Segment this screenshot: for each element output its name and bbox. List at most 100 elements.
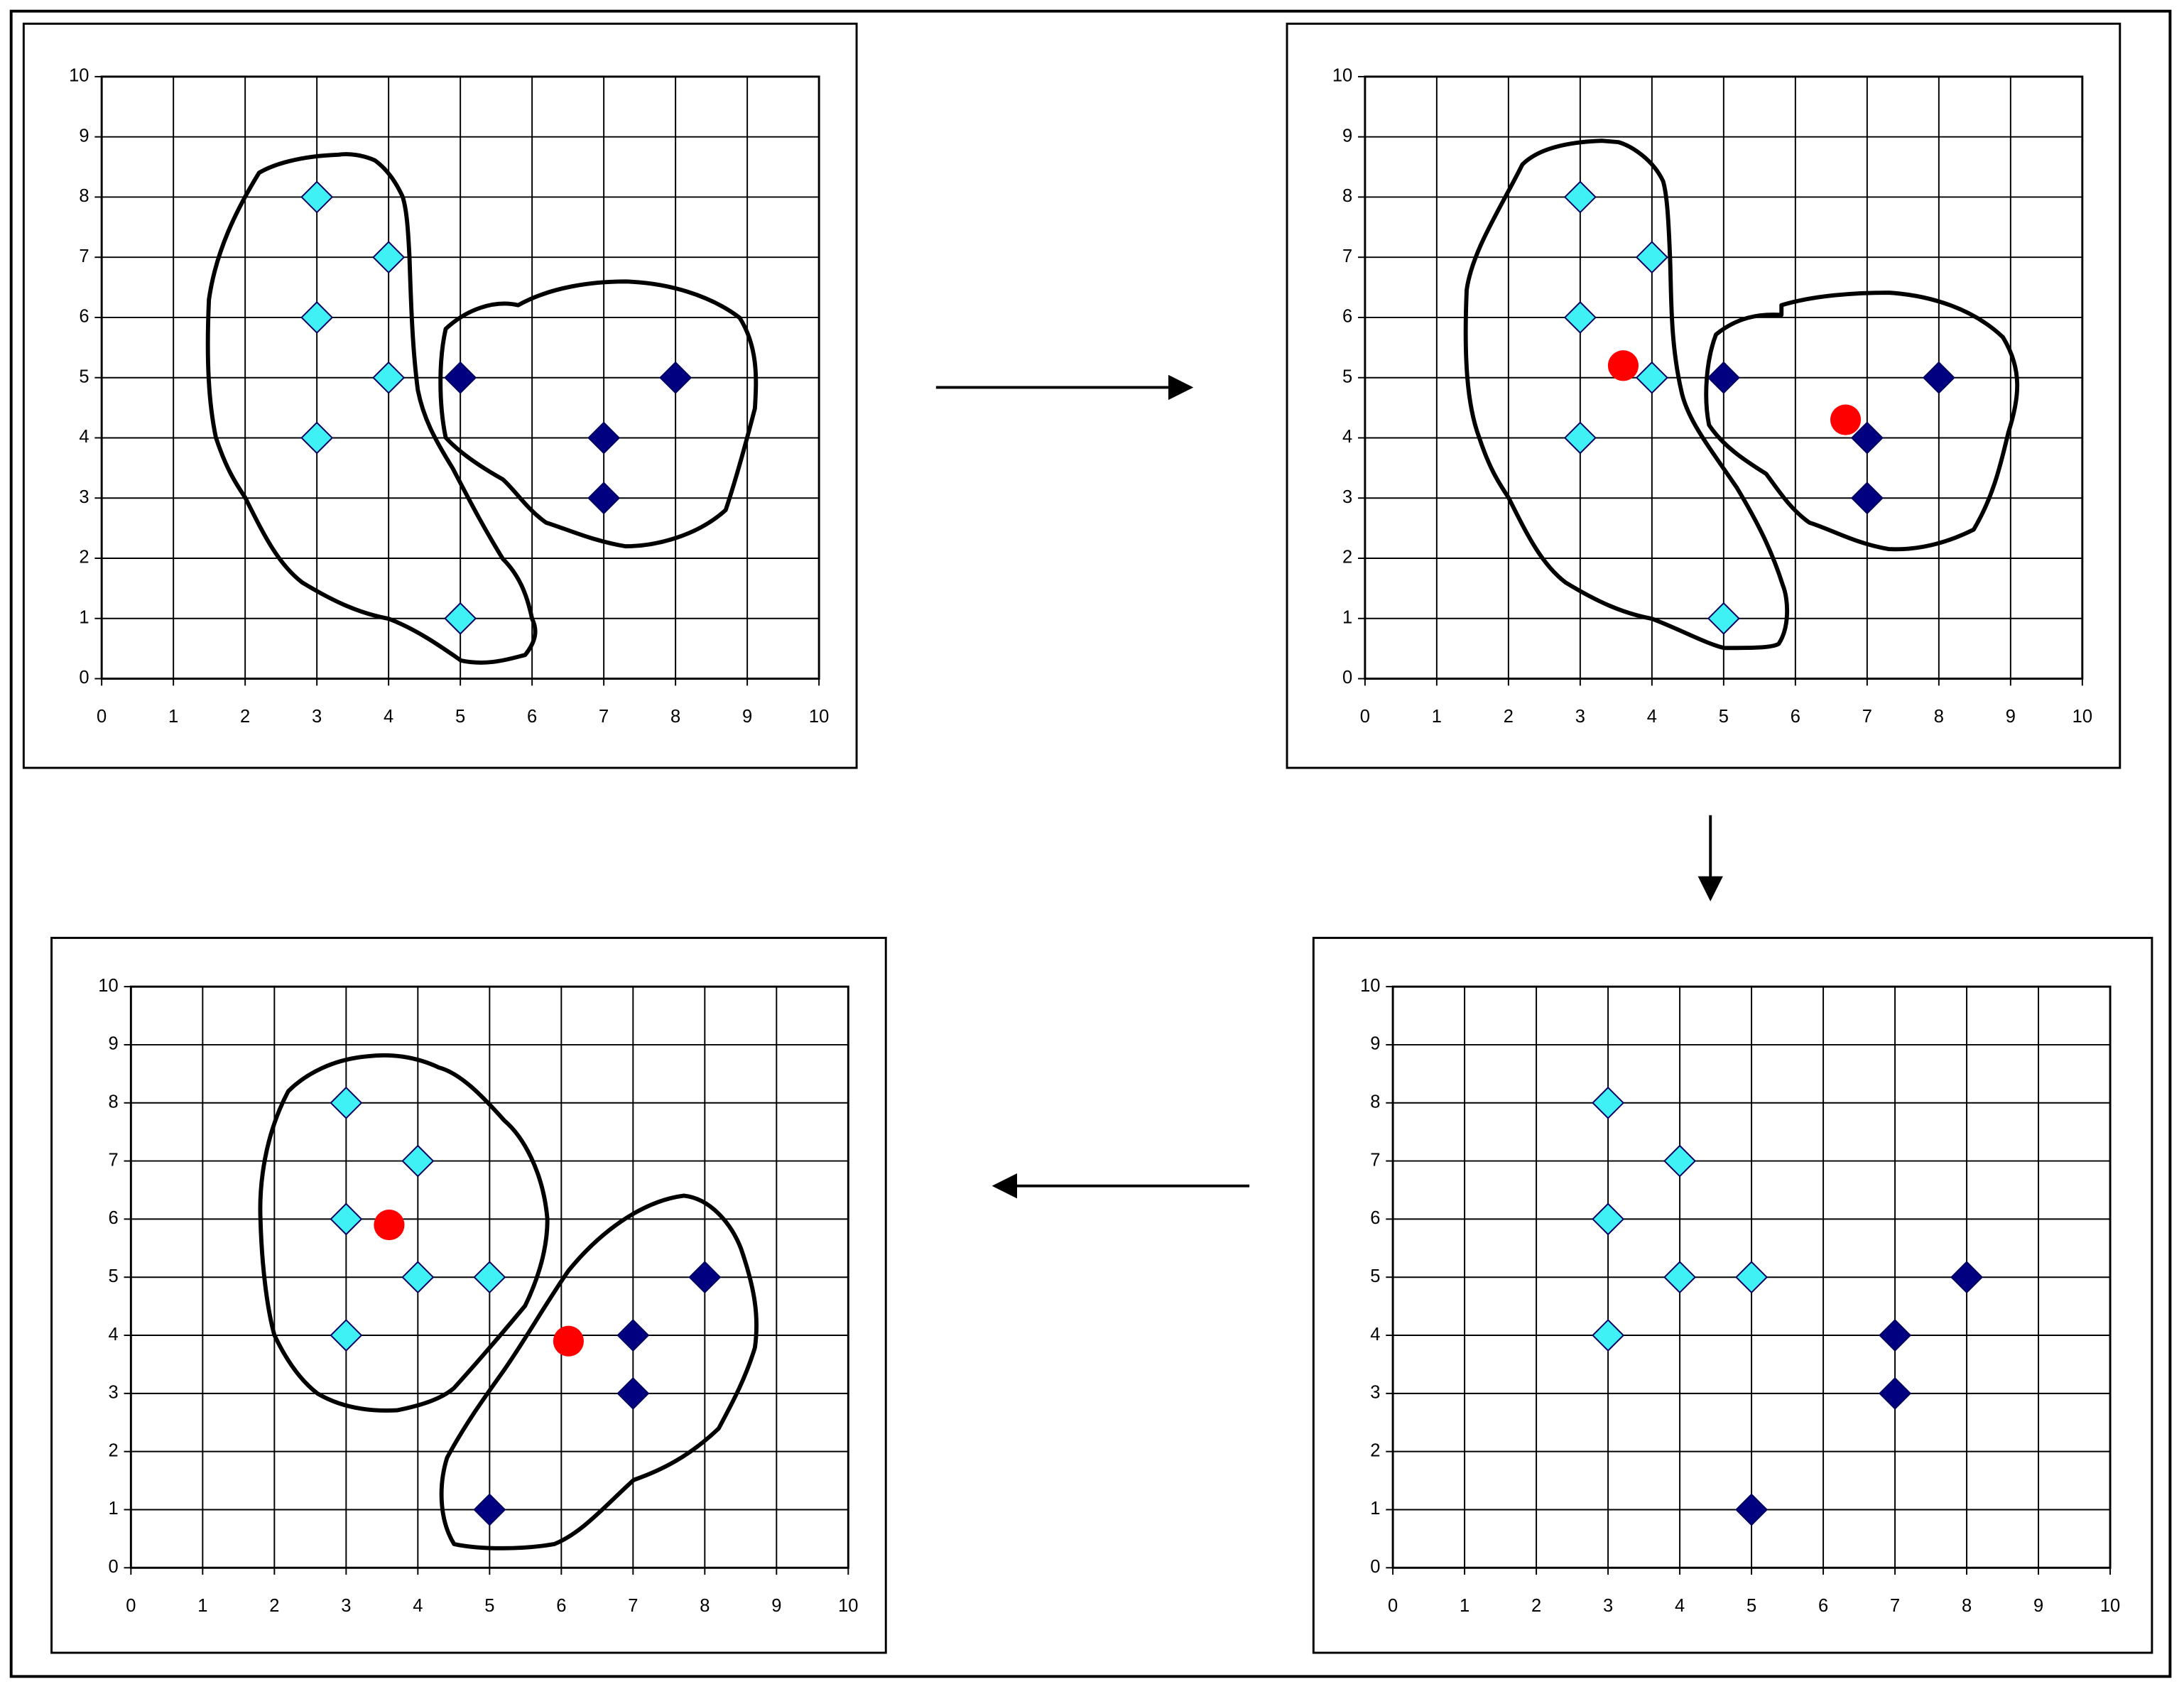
x-tick-label: 6 xyxy=(1791,707,1800,727)
data-point xyxy=(1707,602,1740,635)
data-point xyxy=(616,1319,650,1352)
y-tick-label: 3 xyxy=(1342,487,1352,507)
x-tick-label: 1 xyxy=(1432,707,1442,727)
data-point xyxy=(587,482,621,515)
centroid xyxy=(374,1209,405,1241)
data-point xyxy=(330,1086,363,1119)
x-tick-label: 4 xyxy=(413,1596,423,1616)
y-tick-label: 9 xyxy=(79,126,89,146)
x-tick-label: 2 xyxy=(240,707,250,727)
cluster-outline xyxy=(439,1193,759,1550)
data-point xyxy=(473,1261,506,1294)
x-tick-label: 8 xyxy=(670,707,680,727)
data-point xyxy=(616,1376,650,1410)
data-point xyxy=(401,1144,435,1178)
data-point xyxy=(1850,482,1884,515)
data-point xyxy=(1707,361,1740,394)
cluster-outline xyxy=(1463,139,1790,651)
y-tick-label: 2 xyxy=(1370,1440,1380,1460)
y-tick-label: 2 xyxy=(1342,548,1352,567)
x-tick-label: 0 xyxy=(97,707,107,727)
panel-border xyxy=(50,936,887,1654)
x-tick-label: 4 xyxy=(1647,707,1657,727)
x-tick-label: 5 xyxy=(484,1596,494,1616)
data-point xyxy=(659,361,692,394)
x-tick-label: 9 xyxy=(2033,1596,2043,1616)
data-point xyxy=(372,361,406,394)
x-tick-label: 1 xyxy=(1460,1596,1469,1616)
centroid xyxy=(1607,350,1639,381)
plot-area xyxy=(129,985,849,1569)
data-point xyxy=(1663,1144,1697,1178)
y-tick-label: 1 xyxy=(109,1499,119,1519)
x-tick-label: 8 xyxy=(700,1596,710,1616)
cluster-outline xyxy=(205,152,538,665)
data-point xyxy=(300,300,334,334)
y-tick-label: 6 xyxy=(109,1208,119,1228)
data-point xyxy=(1950,1261,1984,1294)
y-tick-label: 4 xyxy=(109,1325,119,1345)
x-tick-label: 5 xyxy=(1746,1596,1756,1616)
y-tick-label: 4 xyxy=(1342,427,1352,447)
panel-border xyxy=(1286,22,2121,769)
data-point xyxy=(372,241,406,274)
x-tick-label: 6 xyxy=(1818,1596,1828,1616)
x-tick-label: 9 xyxy=(771,1596,781,1616)
x-tick-label: 3 xyxy=(1603,1596,1613,1616)
y-tick-label: 10 xyxy=(1332,66,1352,86)
x-tick-label: 2 xyxy=(269,1596,279,1616)
data-point xyxy=(330,1202,363,1236)
y-tick-label: 7 xyxy=(79,246,89,266)
x-tick-label: 10 xyxy=(838,1596,858,1616)
y-tick-label: 4 xyxy=(1370,1325,1380,1345)
y-tick-label: 5 xyxy=(79,366,89,386)
x-tick-label: 5 xyxy=(455,707,465,727)
y-tick-label: 1 xyxy=(1370,1499,1380,1519)
data-point xyxy=(300,180,334,214)
outer-border xyxy=(9,9,2172,1678)
y-tick-label: 2 xyxy=(79,548,89,567)
centroid xyxy=(1830,404,1862,435)
y-tick-label: 9 xyxy=(1370,1034,1380,1054)
plot-area xyxy=(1391,985,2112,1569)
x-tick-label: 3 xyxy=(312,707,322,727)
x-tick-label: 8 xyxy=(1962,1596,1972,1616)
data-point xyxy=(473,1493,506,1526)
cluster-outline xyxy=(1704,290,2020,552)
x-tick-label: 10 xyxy=(2072,707,2092,727)
y-tick-label: 5 xyxy=(1370,1266,1380,1286)
data-point xyxy=(444,361,477,394)
y-tick-label: 5 xyxy=(109,1266,119,1286)
data-point xyxy=(1592,1086,1625,1119)
y-tick-label: 1 xyxy=(1342,607,1352,627)
x-tick-label: 7 xyxy=(1890,1596,1900,1616)
y-tick-label: 0 xyxy=(1370,1557,1380,1577)
x-tick-label: 0 xyxy=(1360,707,1370,727)
x-tick-label: 6 xyxy=(527,707,537,727)
x-tick-label: 7 xyxy=(1862,707,1872,727)
plot-area xyxy=(100,75,820,680)
data-point xyxy=(1735,1261,1769,1294)
panel-border xyxy=(1312,936,2153,1654)
y-tick-label: 8 xyxy=(109,1092,119,1112)
data-point xyxy=(1563,180,1597,214)
x-tick-label: 10 xyxy=(2100,1596,2120,1616)
data-point xyxy=(444,602,477,635)
y-tick-label: 1 xyxy=(79,607,89,627)
y-tick-label: 8 xyxy=(79,186,89,206)
y-tick-label: 0 xyxy=(1342,668,1352,688)
y-tick-label: 9 xyxy=(1342,126,1352,146)
data-point xyxy=(300,421,334,455)
x-tick-label: 4 xyxy=(384,707,393,727)
y-tick-label: 9 xyxy=(109,1034,119,1054)
data-point xyxy=(688,1261,722,1294)
y-tick-label: 10 xyxy=(98,976,118,996)
x-tick-label: 9 xyxy=(2006,707,2016,727)
data-point xyxy=(1850,421,1884,455)
data-point xyxy=(1922,361,1955,394)
y-tick-label: 10 xyxy=(69,66,89,86)
x-tick-label: 1 xyxy=(197,1596,207,1616)
x-tick-label: 2 xyxy=(1504,707,1514,727)
y-tick-label: 7 xyxy=(1342,246,1352,266)
